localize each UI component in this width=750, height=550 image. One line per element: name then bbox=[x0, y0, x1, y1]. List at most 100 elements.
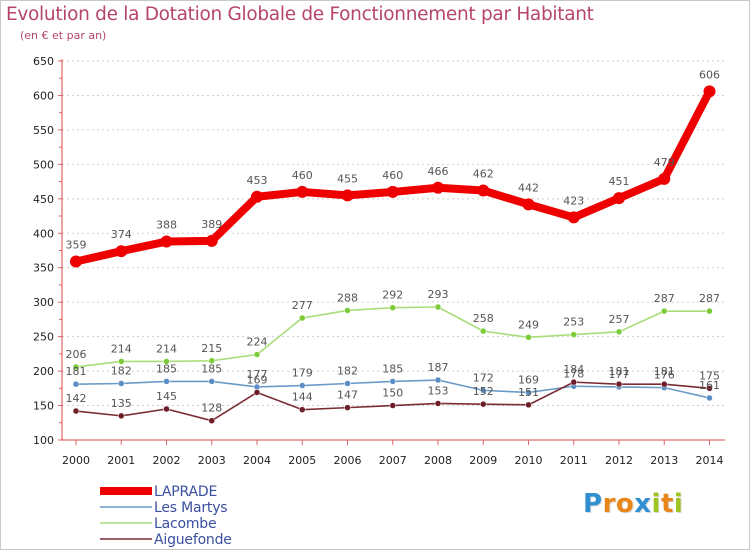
y-tick-label: 150 bbox=[33, 400, 54, 413]
data-point bbox=[706, 307, 713, 315]
data-point bbox=[570, 378, 577, 386]
chart-title: Evolution de la Dotation Globale de Fonc… bbox=[6, 4, 594, 25]
data-label: 172 bbox=[473, 371, 494, 384]
data-point bbox=[389, 402, 396, 409]
data-point bbox=[389, 304, 396, 311]
x-tick-label: 2006 bbox=[334, 454, 362, 467]
data-label: 128 bbox=[201, 402, 222, 415]
data-point bbox=[567, 211, 580, 224]
data-label: 153 bbox=[428, 384, 449, 397]
data-label: 288 bbox=[337, 291, 358, 304]
logo-letter: t bbox=[660, 489, 674, 519]
data-point bbox=[661, 380, 668, 388]
data-point bbox=[434, 376, 442, 384]
y-tick-label: 450 bbox=[33, 193, 54, 206]
data-point bbox=[72, 363, 80, 371]
data-label: 442 bbox=[518, 181, 539, 194]
data-point bbox=[208, 378, 215, 385]
data-point bbox=[299, 406, 306, 413]
data-label: 181 bbox=[654, 365, 675, 378]
data-point bbox=[480, 327, 487, 335]
data-label: 388 bbox=[156, 219, 177, 232]
data-label: 453 bbox=[247, 174, 268, 187]
data-label: 451 bbox=[609, 175, 630, 188]
data-point bbox=[613, 192, 625, 205]
data-label: 249 bbox=[518, 318, 539, 331]
x-tick-label: 2008 bbox=[424, 454, 452, 467]
data-point bbox=[118, 358, 125, 365]
data-label: 179 bbox=[292, 367, 313, 380]
data-point bbox=[432, 181, 444, 194]
y-tick-label: 200 bbox=[33, 365, 54, 378]
data-label: 423 bbox=[563, 194, 584, 207]
data-point bbox=[208, 357, 215, 365]
data-label: 292 bbox=[382, 289, 403, 302]
data-point bbox=[480, 387, 487, 394]
data-label: 359 bbox=[66, 239, 87, 252]
data-label: 460 bbox=[292, 169, 313, 182]
data-point bbox=[706, 385, 713, 392]
y-tick-label: 400 bbox=[33, 227, 54, 240]
data-point bbox=[615, 328, 623, 336]
data-label: 178 bbox=[563, 367, 584, 380]
data-label: 185 bbox=[156, 362, 177, 375]
data-label: 169 bbox=[518, 373, 539, 386]
data-label: 177 bbox=[609, 368, 630, 381]
data-point bbox=[205, 234, 218, 247]
data-point bbox=[658, 172, 671, 185]
y-tick-label: 500 bbox=[33, 158, 54, 171]
logo-letter: i bbox=[651, 489, 661, 519]
data-point bbox=[163, 405, 170, 413]
data-label: 135 bbox=[111, 397, 132, 410]
data-point bbox=[434, 303, 442, 311]
data-label: 215 bbox=[201, 342, 222, 355]
x-tick-label: 2003 bbox=[198, 454, 226, 467]
data-label: 287 bbox=[654, 292, 675, 305]
data-point bbox=[661, 307, 668, 315]
data-label: 389 bbox=[201, 218, 222, 231]
data-label: 460 bbox=[382, 169, 403, 182]
data-point bbox=[253, 389, 261, 396]
x-tick-label: 2007 bbox=[379, 454, 407, 467]
x-tick-label: 2013 bbox=[650, 454, 678, 467]
x-tick-label: 2004 bbox=[243, 454, 271, 467]
data-label: 455 bbox=[337, 172, 358, 185]
data-label: 147 bbox=[337, 389, 358, 402]
logo-letter: r bbox=[602, 489, 616, 519]
data-point bbox=[386, 185, 399, 198]
data-label: 257 bbox=[609, 313, 630, 326]
logo-letter: i bbox=[673, 489, 684, 519]
data-label: 184 bbox=[563, 363, 584, 376]
data-label: 293 bbox=[428, 288, 449, 301]
data-point bbox=[72, 380, 80, 388]
y-tick-label: 100 bbox=[33, 434, 54, 447]
data-label: 214 bbox=[111, 342, 132, 355]
data-point bbox=[251, 190, 263, 203]
y-tick-label: 600 bbox=[33, 89, 54, 102]
y-tick-label: 250 bbox=[33, 331, 54, 344]
data-label: 187 bbox=[428, 361, 449, 374]
x-tick-label: 2011 bbox=[560, 454, 588, 467]
data-point bbox=[344, 380, 351, 387]
data-point bbox=[70, 255, 82, 268]
data-label: 182 bbox=[337, 364, 358, 377]
data-point bbox=[296, 185, 309, 198]
data-point bbox=[253, 351, 261, 358]
data-point bbox=[72, 407, 80, 415]
legend-label: Aiguefonde bbox=[154, 532, 232, 548]
data-label: 176 bbox=[654, 369, 675, 382]
legend-label: Les Martys bbox=[154, 500, 227, 516]
data-point bbox=[703, 85, 716, 98]
data-label: 144 bbox=[292, 391, 313, 404]
data-label: 258 bbox=[473, 312, 494, 325]
data-point bbox=[163, 378, 170, 385]
data-point bbox=[570, 331, 577, 338]
data-point bbox=[115, 245, 128, 258]
data-label: 152 bbox=[473, 385, 494, 398]
logo-letter: o bbox=[615, 489, 635, 519]
data-label: 185 bbox=[382, 362, 403, 375]
data-label: 175 bbox=[699, 369, 720, 382]
x-tick-label: 2001 bbox=[107, 454, 135, 467]
x-tick-label: 2010 bbox=[515, 454, 543, 467]
